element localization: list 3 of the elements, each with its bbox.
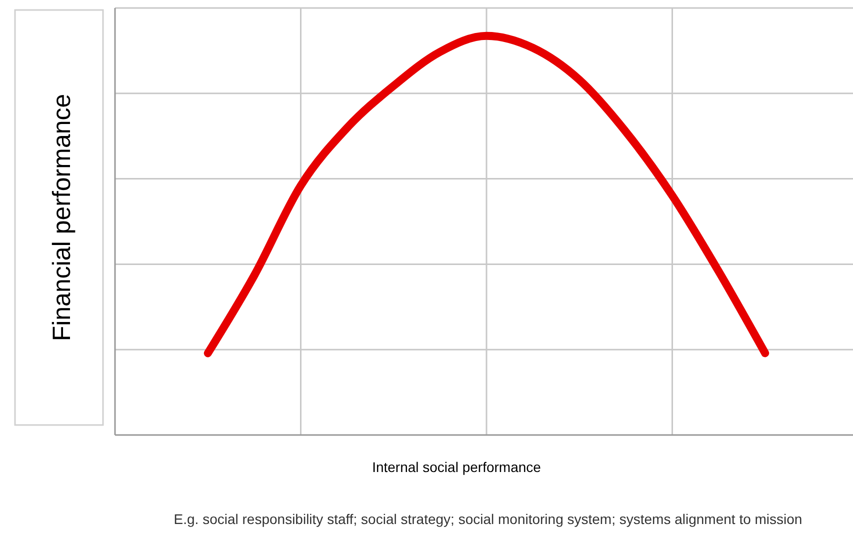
y-axis-title: Financial performance	[48, 94, 76, 342]
x-axis-title: Internal social performance	[372, 459, 542, 475]
text: E.g. social responsibility staff; social strategy; social monitoring system; systems alignment to mission	[174, 511, 802, 527]
